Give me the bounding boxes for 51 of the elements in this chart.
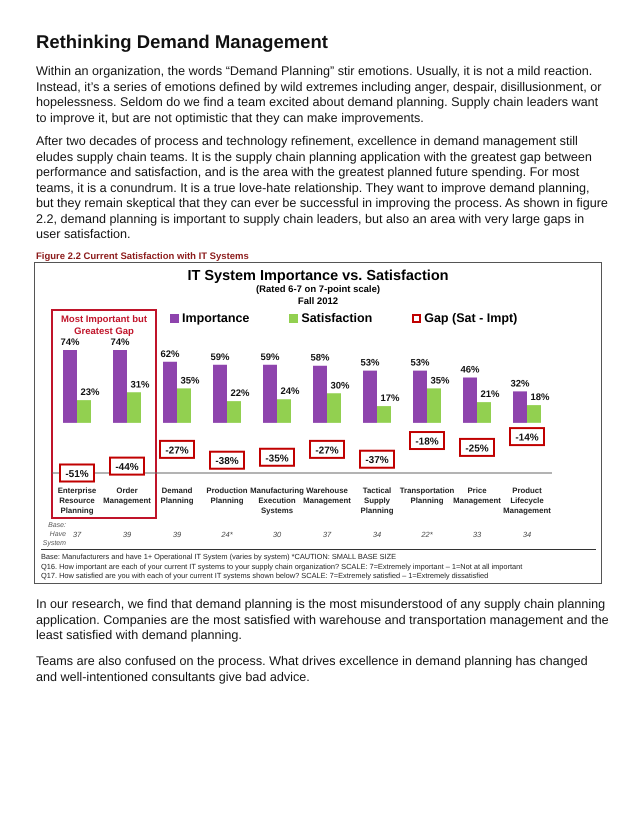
- data-label: 59%: [210, 352, 230, 363]
- bar: [327, 393, 341, 423]
- data-label: 74%: [60, 337, 80, 348]
- legend-label: Satisfaction: [300, 311, 372, 325]
- chart-title: IT System Importance vs. Satisfaction: [186, 268, 450, 284]
- bar: [163, 362, 177, 423]
- data-label: 18%: [530, 392, 550, 404]
- bar: [63, 350, 77, 423]
- bar: [463, 378, 477, 423]
- bar: [113, 350, 127, 423]
- bar: [527, 405, 541, 423]
- data-label: 58%: [310, 352, 330, 364]
- bar: [477, 402, 491, 423]
- bar: [77, 400, 91, 423]
- bar: [513, 391, 527, 423]
- legend-label: Gap (Sat - Impt): [423, 311, 518, 325]
- data-label: 22%: [230, 388, 250, 400]
- bar: [277, 399, 291, 423]
- bar: [127, 392, 141, 423]
- bar: [363, 370, 377, 423]
- data-label: 74%: [110, 337, 130, 348]
- bar: [413, 370, 427, 423]
- data-label: 23%: [80, 387, 100, 398]
- data-label: 24%: [280, 386, 300, 398]
- data-label: 35%: [430, 375, 450, 386]
- data-label: 35%: [180, 375, 200, 386]
- data-label: 32%: [510, 378, 530, 390]
- bar: [227, 401, 241, 423]
- bar: [377, 406, 391, 423]
- data-label: 21%: [480, 389, 500, 400]
- data-label: 31%: [130, 379, 150, 390]
- data-label: 53%: [360, 358, 380, 369]
- data-label: 30%: [330, 380, 350, 392]
- caption: Figure 2.2 Current Satisfaction with IT Systems: [36, 250, 250, 264]
- text: Within an organization, the words “Demand Planning” stir emotions. Usually, it is not a mild reaction. Instead, it’s a series of emotions defined by wild extremes including anger, despair, disillusionment, or hopelessness. Seldom do we find a team excited about demand planning. Supply chain leaders want to improve it, but are not optimistic that they can make improvements.: [36, 64, 602, 126]
- text: After two decades of process and technology refinement, excellence in demand management still eludes supply chain teams. It is the supply chain planning application with the greatest gap between performance and satisfaction, and is the area with the greatest planned future spending. For most teams, it is a conundrum. It is a true love-hate relationship. They want to improve demand planning, but they remain skeptical that they can ever be successful in improving the process. As shown in figure 2.2, demand planning is important to supply chain leaders, but also an area with very large gaps in user satisfaction.: [36, 134, 609, 242]
- bar: [213, 364, 227, 423]
- text: In our research, we find that demand planning is the most misunderstood of any supply chain planning application. Companies are the most satisfied with warehouse and transportation management and the least satisfied with demand planning.: [36, 597, 610, 644]
- data-label: 46%: [460, 364, 480, 376]
- data-label: 59%: [260, 352, 280, 363]
- data-label: 53%: [410, 358, 430, 369]
- data-label: 17%: [380, 393, 400, 404]
- bar: [177, 388, 191, 423]
- legend-label: Importance: [181, 311, 250, 325]
- data-label: 62%: [160, 348, 180, 360]
- bar: [263, 364, 277, 423]
- bar: [427, 388, 441, 423]
- bar: [313, 366, 327, 423]
- text: Teams are also confused on the process. What drives excellence in demand planning has changed and well-intentioned consultants give bad advice.: [36, 654, 589, 685]
- chart-subtitle: (Rated 6-7 on 7-point scale) Fall 2012: [254, 284, 382, 308]
- text: Rethinking Demand Management: [36, 31, 329, 52]
